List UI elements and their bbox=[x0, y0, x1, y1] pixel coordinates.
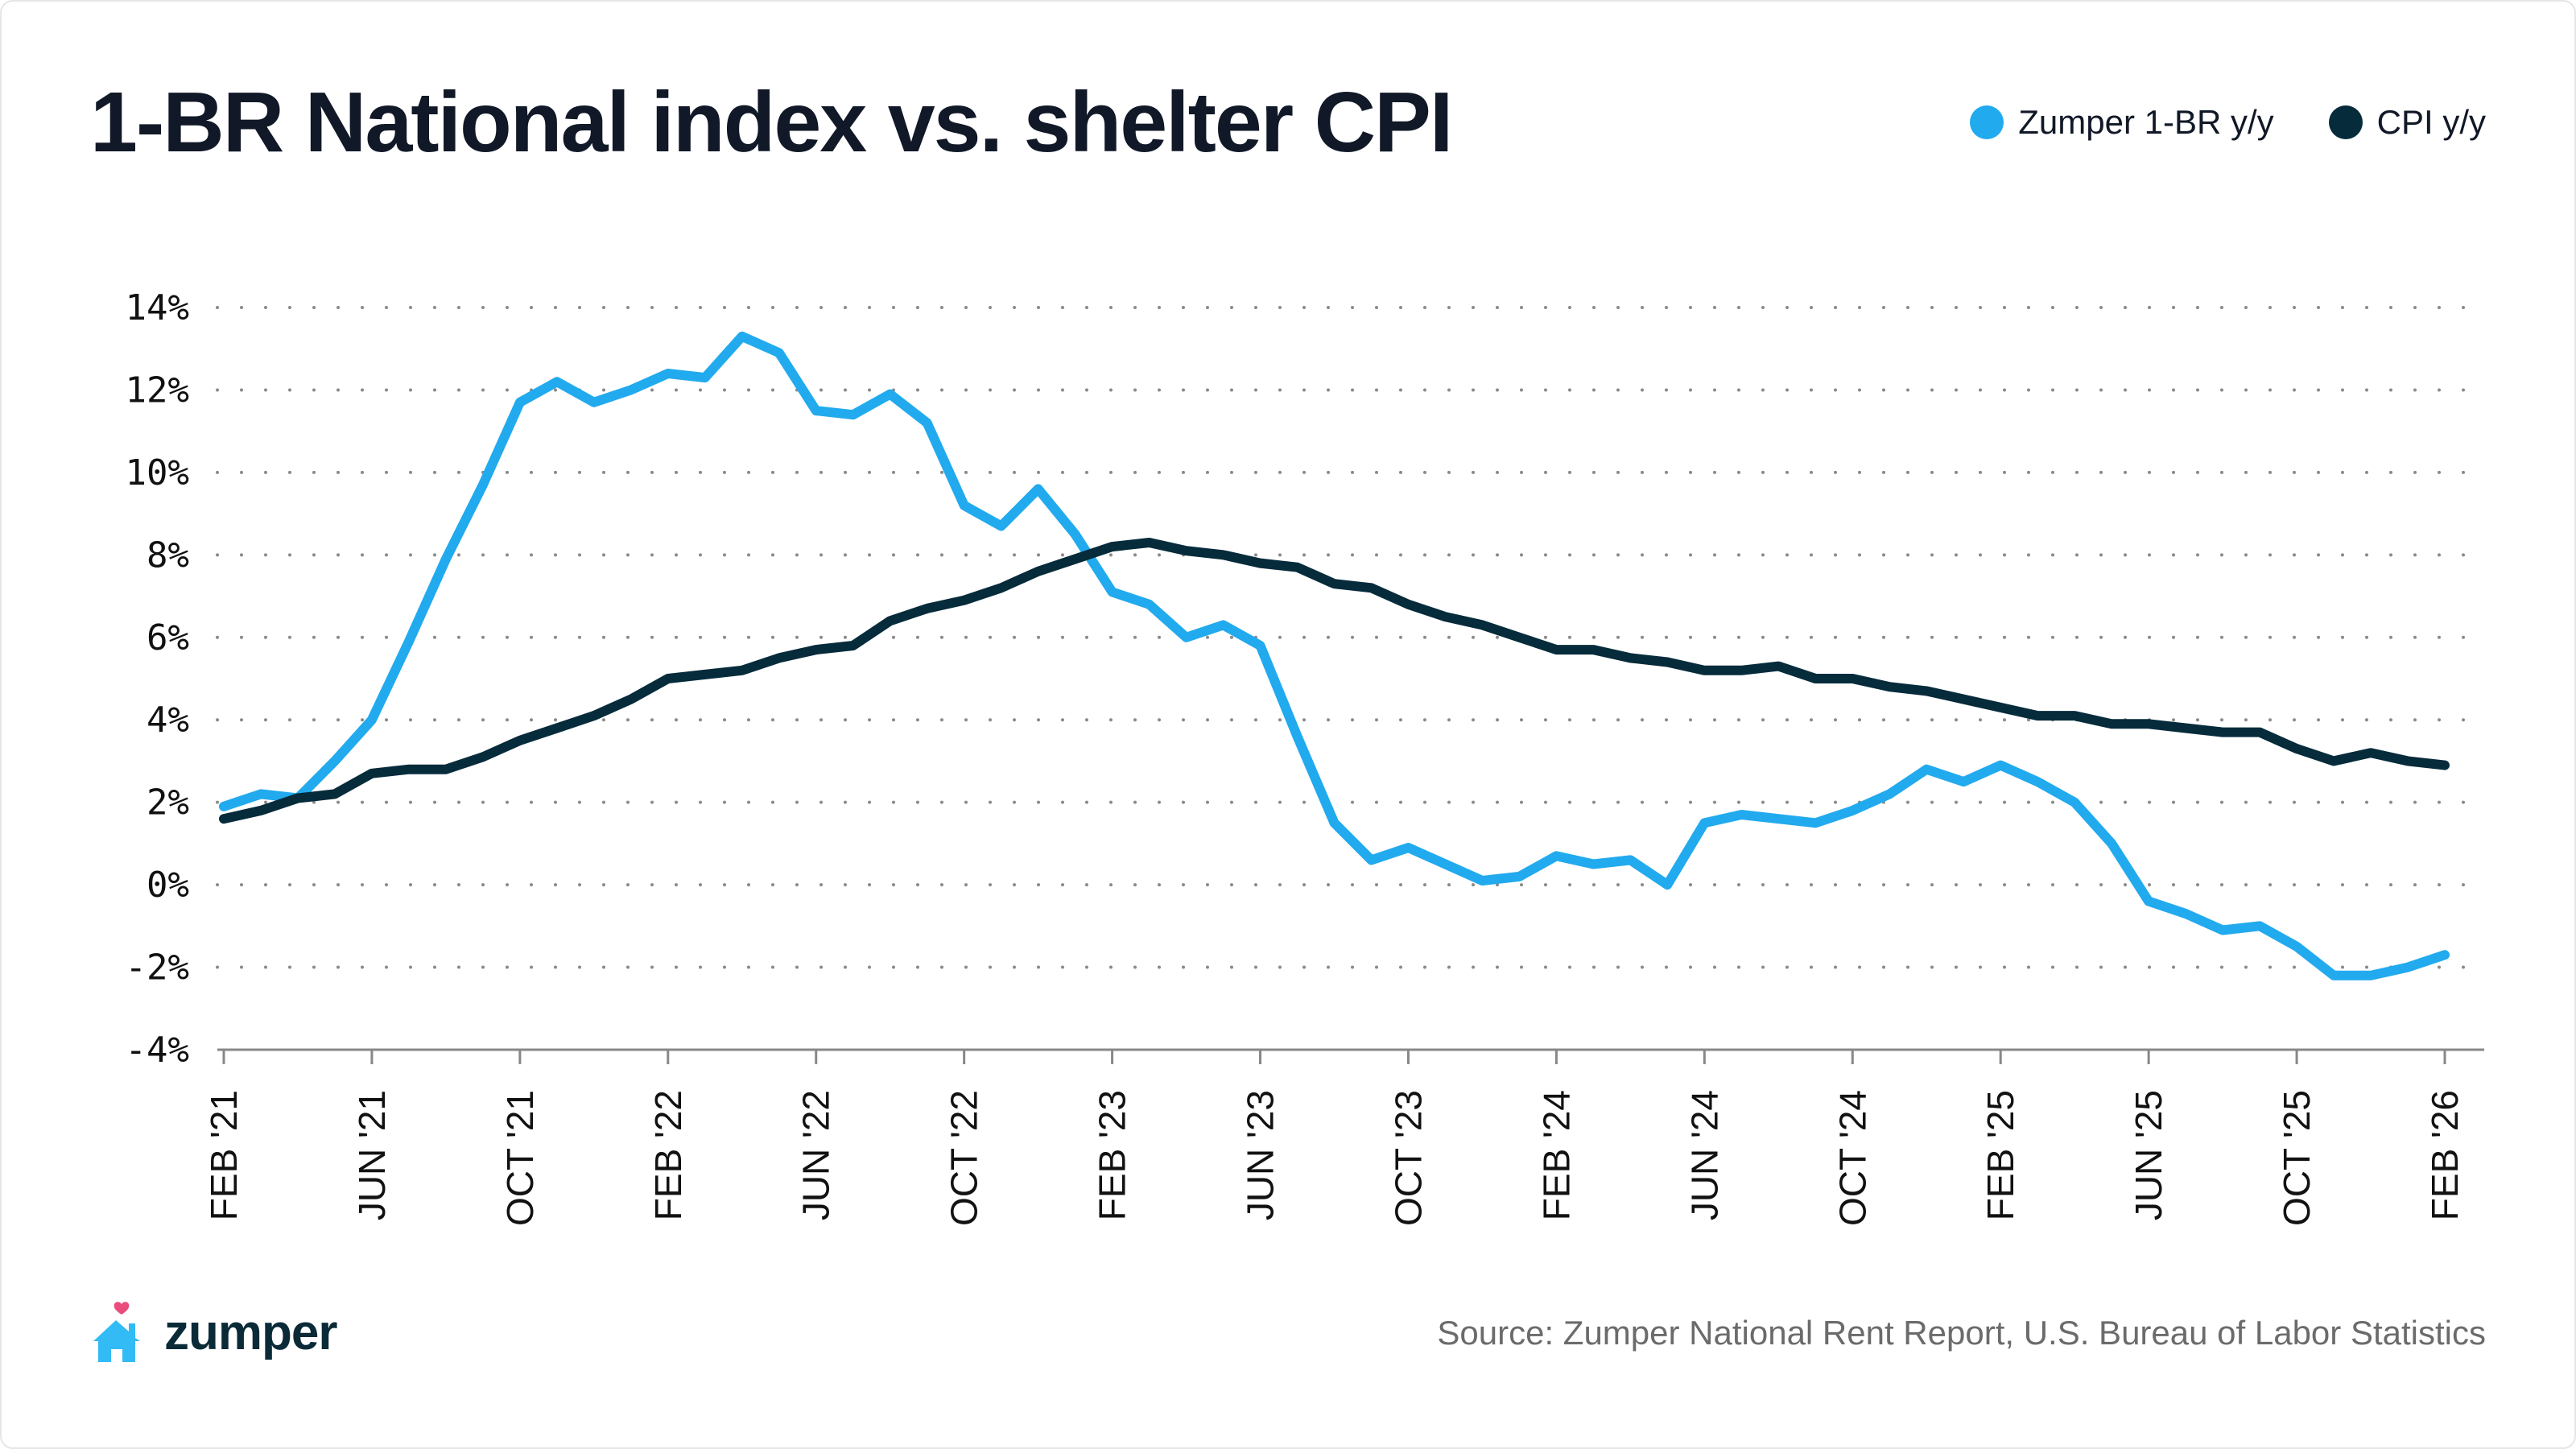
x-tick-label: OCT '21 bbox=[499, 1090, 541, 1226]
logo-text: zumper bbox=[164, 1304, 337, 1360]
y-tick-label: 0% bbox=[147, 865, 189, 906]
x-tick-label: JUN '22 bbox=[795, 1090, 837, 1220]
x-tick-label: OCT '23 bbox=[1387, 1090, 1429, 1226]
y-tick-label: -4% bbox=[126, 1030, 189, 1071]
x-tick-label: FEB '25 bbox=[1979, 1090, 2021, 1220]
x-tick-label: FEB '26 bbox=[2424, 1090, 2466, 1220]
y-tick-label: 14% bbox=[126, 287, 189, 328]
legend-item-cpi: CPI y/y bbox=[2328, 103, 2486, 142]
y-tick-label: 2% bbox=[147, 782, 189, 824]
chart-title: 1-BR National index vs. shelter CPI bbox=[90, 75, 1453, 170]
y-tick-label: 10% bbox=[126, 452, 189, 493]
x-tick-label: JUN '25 bbox=[2128, 1090, 2169, 1220]
zumper-logo: zumper bbox=[90, 1301, 337, 1364]
x-tick-label: OCT '25 bbox=[2276, 1090, 2318, 1226]
y-tick-label: -2% bbox=[126, 947, 189, 989]
x-tick-label: JUN '21 bbox=[351, 1090, 393, 1220]
legend-item-zumper: Zumper 1-BR y/y bbox=[1970, 103, 2274, 142]
legend-swatch-cpi bbox=[2328, 105, 2363, 139]
y-tick-label: 12% bbox=[126, 369, 189, 411]
legend-label-cpi: CPI y/y bbox=[2376, 103, 2486, 141]
y-tick-label: 6% bbox=[147, 617, 189, 658]
series-line-cpi bbox=[219, 538, 2450, 824]
x-tick-label: OCT '22 bbox=[943, 1090, 985, 1226]
x-tick-label: OCT '24 bbox=[1831, 1090, 1873, 1226]
x-tick-label: FEB '24 bbox=[1535, 1090, 1577, 1220]
x-tick-label: JUN '24 bbox=[1683, 1090, 1725, 1220]
x-tick-label: FEB '23 bbox=[1092, 1090, 1133, 1220]
x-tick-label: FEB '21 bbox=[203, 1090, 245, 1220]
house-heart-icon bbox=[93, 1302, 140, 1362]
legend-swatch-zumper bbox=[1970, 105, 2004, 139]
series-line-zumper bbox=[219, 331, 2450, 980]
x-tick-label: JUN '23 bbox=[1240, 1090, 1282, 1220]
source-note: Source: Zumper National Rent Report, U.S… bbox=[1437, 1314, 2486, 1352]
legend-label-zumper: Zumper 1-BR y/y bbox=[2018, 103, 2274, 141]
x-tick-label: FEB '22 bbox=[647, 1090, 689, 1220]
y-tick-label: 8% bbox=[147, 535, 189, 576]
legend: Zumper 1-BR y/y CPI y/y bbox=[1931, 103, 2486, 142]
y-tick-label: 4% bbox=[147, 700, 189, 741]
